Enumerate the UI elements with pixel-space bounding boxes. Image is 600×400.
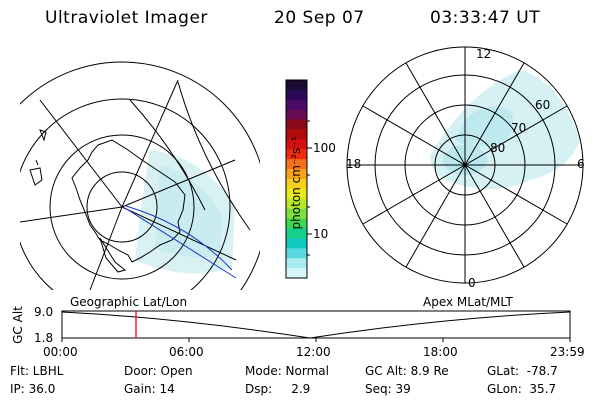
instrument-title: Ultraviolet Imager bbox=[45, 8, 208, 28]
left-aurora-swath bbox=[135, 150, 235, 274]
altitude-xtick-1800: 18:00 bbox=[423, 345, 458, 359]
altitude-xtick-0000: 00:00 bbox=[43, 345, 78, 359]
colorbar bbox=[286, 80, 307, 279]
colorbar-cell bbox=[286, 228, 307, 239]
mlt-label-0: 0 bbox=[468, 276, 476, 290]
filter-info: Flt: LBHL bbox=[10, 364, 64, 378]
mlat-label-80: 80 bbox=[490, 141, 506, 155]
glat-info: GLat: -78.7 bbox=[487, 364, 558, 378]
gc-alt-info: GC Alt: 8.9 Re bbox=[365, 364, 449, 378]
colorbar-cell bbox=[286, 89, 307, 101]
colorbar-cell bbox=[286, 159, 307, 170]
altitude-ytick-1-8: 1.8 bbox=[34, 331, 54, 345]
colorbar-cell bbox=[286, 149, 307, 160]
apex-polar-plot bbox=[346, 46, 584, 284]
altitude-xtick-1200: 12:00 bbox=[296, 345, 331, 359]
colorbar-cell bbox=[286, 119, 307, 131]
colorbar-cell bbox=[286, 109, 307, 121]
colorbar-cell bbox=[286, 248, 307, 259]
colorbar-cell bbox=[286, 208, 307, 220]
footprint-lines bbox=[124, 205, 237, 279]
colorbar-cell bbox=[286, 129, 307, 140]
altitude-xtick-0600: 06:00 bbox=[169, 345, 204, 359]
colorbar-cell bbox=[286, 179, 307, 190]
colorbar-cell bbox=[286, 139, 307, 150]
colorbar-cell bbox=[286, 198, 307, 210]
colorbar-cell bbox=[286, 188, 307, 200]
mlt-label-18: 18 bbox=[346, 157, 362, 171]
gain-info: Gain: 14 bbox=[124, 382, 175, 396]
antarctica-coastline bbox=[29, 129, 186, 273]
ip-info: IP: 36.0 bbox=[10, 382, 56, 396]
altitude-ylabel: GC Alt bbox=[11, 306, 25, 344]
colorbar-cell bbox=[286, 268, 307, 279]
mode-info: Mode: Normal bbox=[245, 364, 329, 378]
colorbar-ticks bbox=[307, 120, 312, 256]
colorbar-cell bbox=[286, 80, 307, 91]
colorbar-tick-100: 100 bbox=[313, 141, 336, 155]
mlat-label-70: 70 bbox=[511, 121, 527, 135]
colorbar-tick-10: 10 bbox=[313, 227, 329, 241]
altitude-ytick-9: 9.0 bbox=[34, 305, 54, 319]
colorbar-unit-label: photon cm⁻²s⁻¹ bbox=[289, 136, 303, 230]
glon-info: GLon: 35.7 bbox=[487, 382, 557, 396]
colorbar-cell bbox=[286, 99, 307, 111]
colorbar-cell bbox=[286, 238, 307, 249]
seq-info: Seq: 39 bbox=[365, 382, 411, 396]
time-label: 03:33:47 UT bbox=[430, 8, 541, 28]
dsp-info: Dsp: 2.9 bbox=[245, 382, 311, 396]
colorbar-cell bbox=[286, 258, 307, 269]
altitude-xtick-2359: 23:59 bbox=[550, 345, 585, 359]
mlat-label-60: 60 bbox=[535, 98, 551, 112]
geographic-map-label: Geographic Lat/Lon bbox=[70, 295, 188, 309]
altitude-plot bbox=[61, 310, 571, 342]
date-label: 20 Sep 07 bbox=[274, 8, 365, 28]
mlt-label-6: 6 bbox=[577, 157, 585, 171]
door-info: Door: Open bbox=[124, 364, 193, 378]
right-aurora-swath bbox=[430, 70, 580, 189]
colorbar-frame bbox=[285, 79, 308, 279]
colorbar-cell bbox=[286, 218, 307, 230]
mlt-label-12: 12 bbox=[476, 47, 492, 61]
apex-map-label: Apex MLat/MLT bbox=[423, 295, 513, 309]
colorbar-cell bbox=[286, 169, 307, 180]
